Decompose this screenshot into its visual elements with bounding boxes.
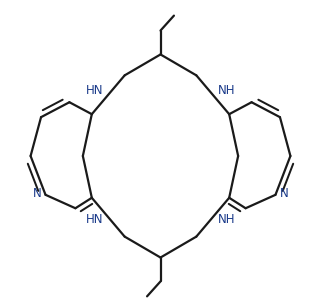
Text: NH: NH	[218, 84, 235, 97]
Text: NH: NH	[218, 213, 235, 226]
Text: N: N	[280, 187, 289, 200]
Text: HN: HN	[86, 84, 103, 97]
Text: N: N	[32, 187, 41, 200]
Text: HN: HN	[86, 213, 103, 226]
